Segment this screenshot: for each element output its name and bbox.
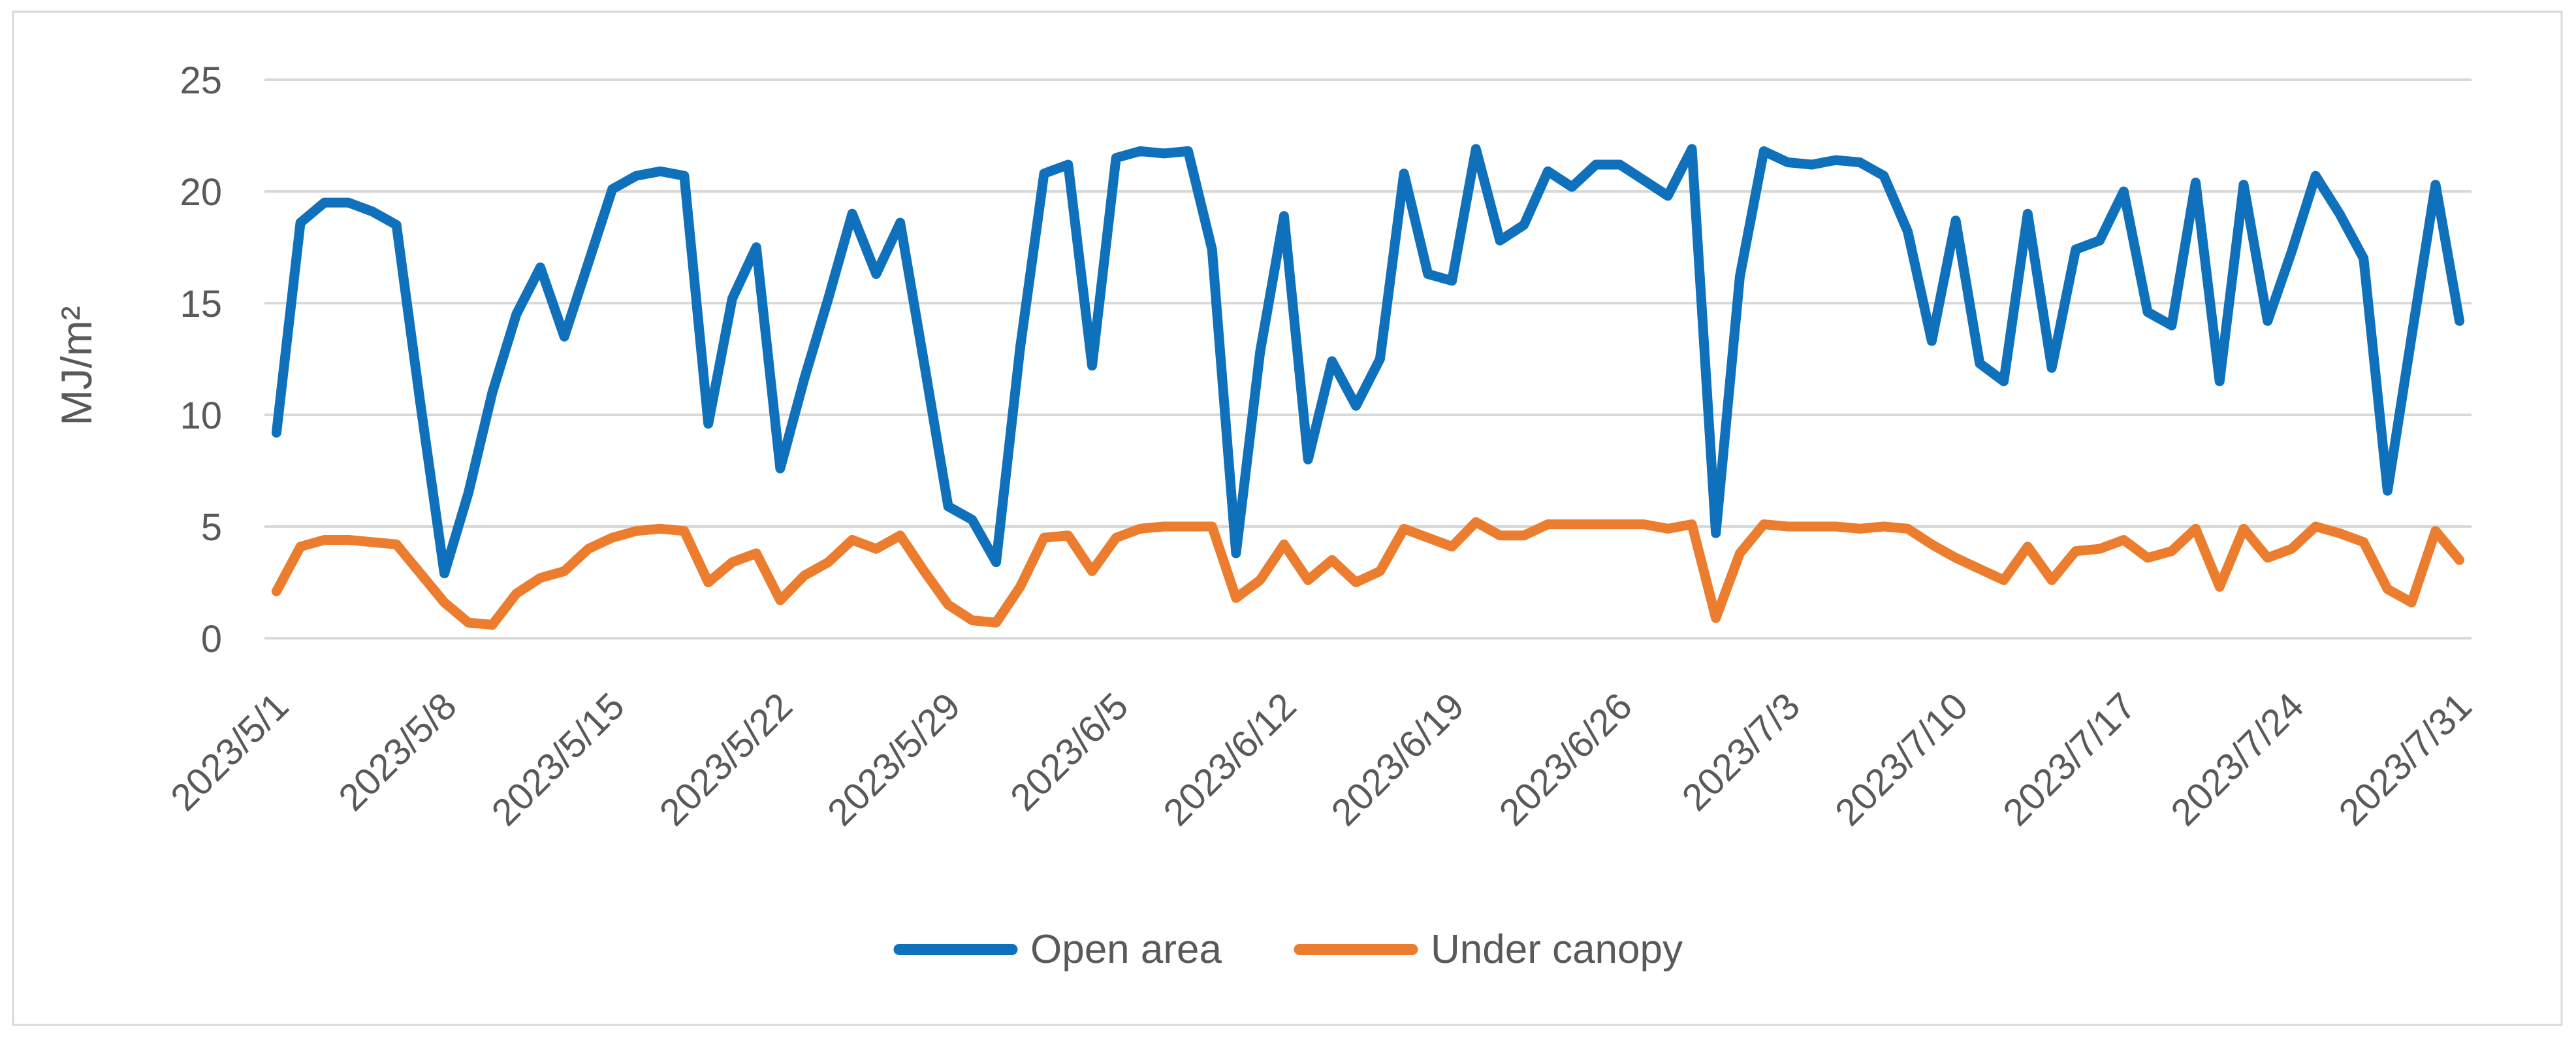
y-tick-label: 0: [201, 618, 222, 660]
under-canopy-swatch-icon: [1293, 944, 1418, 955]
x-tick-label: 2023/6/12: [1155, 685, 1304, 834]
y-axis-title: MJ/m²: [52, 306, 101, 425]
chart-border: [12, 10, 2563, 1026]
legend-label-under-canopy: Under canopy: [1430, 927, 1683, 972]
x-tick-label: 2023/5/22: [652, 685, 801, 834]
y-tick-label: 15: [180, 283, 222, 325]
legend: Open area Under canopy: [893, 926, 1683, 973]
x-tick-label: 2023/7/24: [2163, 685, 2312, 834]
y-tick-label: 20: [180, 171, 222, 214]
y-tick-label: 25: [180, 59, 222, 102]
open-area-line: [271, 144, 2465, 579]
y-tick-label: 5: [201, 506, 222, 549]
x-tick-label: 2023/6/26: [1491, 685, 1640, 834]
x-tick-label: 2023/5/1: [163, 685, 297, 819]
legend-label-open-area: Open area: [1030, 927, 1222, 972]
y-tick-label: 10: [180, 395, 222, 437]
legend-item-open-area: Open area: [893, 926, 1222, 973]
x-tick-label: 2023/6/5: [1002, 685, 1137, 819]
x-tick-label: 2023/7/3: [1674, 685, 1809, 819]
open-area-swatch-icon: [893, 944, 1017, 955]
legend-item-under-canopy: Under canopy: [1293, 926, 1683, 973]
x-tick-label: 2023/5/15: [483, 685, 632, 834]
x-tick-label: 2023/7/10: [1827, 685, 1976, 834]
x-tick-label: 2023/7/31: [2330, 685, 2479, 834]
x-tick-label: 2023/5/8: [330, 685, 465, 819]
x-tick-label: 2023/5/29: [819, 685, 968, 834]
under-canopy-line: [271, 517, 2465, 630]
x-tick-label: 2023/7/17: [1995, 685, 2144, 834]
x-tick-label: 2023/6/19: [1323, 685, 1472, 834]
